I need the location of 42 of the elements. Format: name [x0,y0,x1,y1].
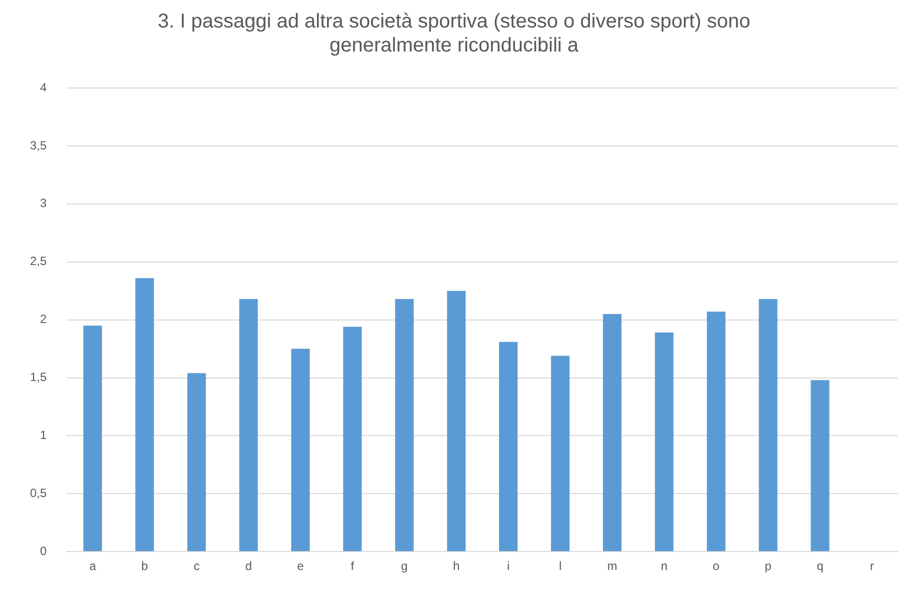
y-tick-label: 1,5 [30,370,47,384]
x-tick-label: a [89,559,96,574]
y-tick-label: 3 [40,196,47,210]
x-tick-label: l [558,559,562,574]
bar [550,356,570,552]
x-tick-label: o [712,559,720,574]
x-tick-label: f [350,559,355,574]
bar [83,326,102,552]
bar [602,314,622,552]
x-tick-label: m [607,559,618,574]
y-tick-label: 0 [40,544,47,558]
x-tick-label: i [506,559,510,574]
bar [239,298,258,552]
x-tick-label: r [870,559,874,574]
bar [187,373,206,552]
x-tick-label: q [816,559,824,574]
x-tick-label: b [141,559,148,574]
y-tick-label: 0,5 [30,486,47,500]
bar [654,332,674,552]
bar [706,312,726,552]
bar [810,380,830,552]
x-tick-label: e [297,559,304,574]
text: generalmente riconducibili a [329,34,579,57]
x-tick-label: n [660,559,668,574]
bar [135,278,154,552]
y-tick-label: 2,5 [30,254,47,268]
x-tick-label: p [764,559,772,574]
bar [343,326,362,552]
x-tick-label: g [401,559,408,574]
y-tick-label: 4 [40,80,47,94]
bar [447,290,466,552]
y-tick-label: 3,5 [30,138,47,152]
bar [758,298,778,552]
y-tick-label: 1 [40,428,47,442]
bar [395,298,414,552]
text: 3. I passaggi ad altra società sportiva (stesso o diverso sport) sono [158,10,750,33]
bar [291,348,310,552]
y-tick-label: 2 [40,312,47,326]
x-tick-label: c [194,559,200,574]
x-tick-label: d [245,559,252,574]
bar [499,342,518,552]
x-tick-label: h [453,559,460,574]
